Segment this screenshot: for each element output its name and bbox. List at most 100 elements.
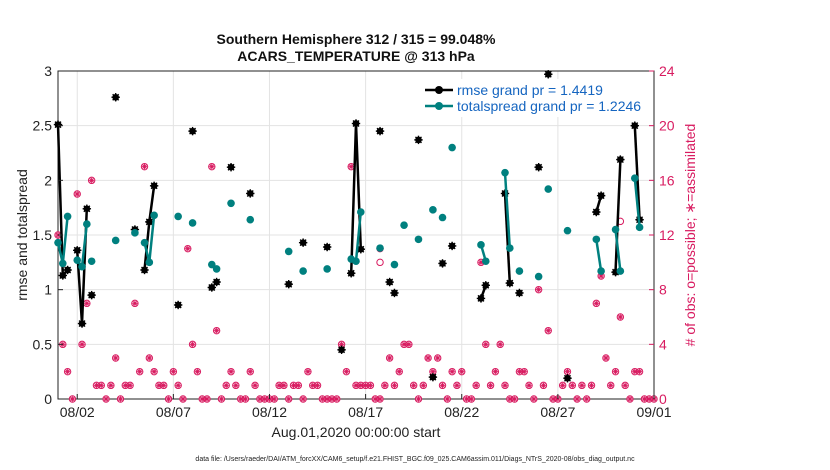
rmse-point bbox=[212, 277, 221, 287]
obs-assimilated-star-stroke bbox=[473, 383, 479, 388]
rmse-point-spike bbox=[213, 278, 221, 286]
rmse-point-spike bbox=[506, 279, 514, 287]
obs-possible-circle bbox=[73, 190, 81, 198]
obs-possible-circle bbox=[222, 381, 230, 390]
obs-assimilated-star-stroke bbox=[613, 369, 618, 374]
obs-assimilated-star-stroke bbox=[147, 355, 152, 361]
obs-assimilated-star-stroke bbox=[401, 342, 407, 347]
obs-assimilated-star-stroke bbox=[372, 396, 378, 402]
rmse-point-spike bbox=[448, 242, 456, 250]
spread-point bbox=[481, 257, 490, 266]
obs-count-marker bbox=[184, 244, 192, 253]
obs-possible-circle bbox=[472, 381, 480, 390]
obs-assimilated-star-stroke bbox=[262, 396, 267, 402]
obs-count-marker bbox=[544, 326, 552, 335]
obs-possible-circle bbox=[342, 367, 351, 376]
obs-count-marker bbox=[549, 395, 557, 403]
obs-count-marker bbox=[568, 381, 576, 390]
obs-assimilated-star-stroke bbox=[546, 328, 551, 333]
x-axis-label: Aug.01,2020 00:00:00 start bbox=[272, 424, 441, 440]
obs-assimilated-star-stroke bbox=[248, 369, 253, 374]
obs-possible-circle bbox=[150, 367, 158, 376]
obs-assimilated-star-stroke bbox=[483, 342, 489, 347]
rmse-point bbox=[385, 277, 394, 287]
y-tick-label: 0.5 bbox=[33, 336, 53, 352]
rmse-point-spike bbox=[631, 122, 639, 130]
obs-assimilated-star-stroke bbox=[252, 383, 258, 388]
obs-possible-circle bbox=[87, 176, 96, 185]
y-right-tick-label: 12 bbox=[659, 227, 675, 243]
obs-assimilated-star-stroke bbox=[185, 246, 191, 251]
obs-count-marker bbox=[409, 381, 418, 390]
obs-assimilated-star-stroke bbox=[286, 396, 291, 402]
obs-possible-circle bbox=[78, 340, 86, 349]
obs-possible-circle bbox=[414, 395, 423, 403]
obs-count-marker bbox=[87, 176, 96, 185]
obs-assimilated-star-stroke bbox=[449, 369, 455, 374]
series-line-spread bbox=[503, 172, 512, 249]
obs-assimilated-star-stroke bbox=[166, 396, 171, 402]
rmse-point-spike bbox=[439, 259, 447, 267]
obs-count-marker bbox=[160, 381, 168, 390]
obs-count-marker bbox=[116, 395, 125, 403]
spread-point bbox=[448, 143, 456, 152]
obs-assimilated-star-stroke bbox=[411, 383, 416, 388]
obs-count-marker bbox=[381, 381, 389, 390]
y-tick-label: 2 bbox=[44, 172, 52, 188]
obs-assimilated-star-stroke bbox=[324, 396, 330, 402]
obs-count-marker bbox=[299, 395, 307, 403]
rmse-point bbox=[447, 241, 457, 251]
rmse-point bbox=[505, 278, 515, 288]
obs-count-marker bbox=[510, 395, 519, 403]
obs-possible-circle bbox=[510, 395, 519, 403]
rmse-point-spike bbox=[347, 269, 355, 277]
obs-possible-circle bbox=[366, 381, 375, 390]
spread-point bbox=[438, 213, 447, 222]
rmse-point bbox=[351, 119, 361, 128]
spread-point bbox=[477, 241, 485, 249]
obs-possible-circle bbox=[434, 354, 442, 362]
obs-assimilated-star-stroke bbox=[199, 396, 205, 402]
rmse-point bbox=[140, 265, 149, 275]
obs-count-marker bbox=[294, 381, 303, 390]
obs-assimilated-star-stroke bbox=[272, 396, 277, 402]
rmse-point-spike bbox=[390, 289, 398, 297]
obs-assimilated-star-stroke bbox=[156, 383, 162, 388]
obs-assimilated-star-stroke bbox=[257, 396, 263, 402]
obs-possible-circle bbox=[160, 381, 168, 390]
obs-possible-circle bbox=[385, 354, 394, 362]
series-layer bbox=[53, 70, 644, 383]
obs-possible-circle bbox=[174, 381, 182, 390]
obs-possible-circle bbox=[381, 381, 389, 390]
rmse-point bbox=[298, 238, 308, 247]
spread-point bbox=[188, 219, 197, 227]
obs-count-marker bbox=[563, 367, 572, 376]
obs-count-marker bbox=[434, 354, 442, 362]
obs-assimilated-star-stroke bbox=[79, 342, 85, 347]
rmse-point-spike bbox=[246, 189, 254, 197]
x-tick-label: 08/27 bbox=[540, 404, 575, 420]
obs-count-marker bbox=[227, 367, 235, 376]
obs-assimilated-star-stroke bbox=[74, 191, 80, 197]
obs-possible-circle bbox=[544, 326, 552, 335]
obs-possible-circle bbox=[525, 381, 533, 390]
obs-assimilated-star-stroke bbox=[377, 396, 383, 402]
obs-count-marker bbox=[246, 367, 254, 376]
x-tick-label: 08/22 bbox=[444, 404, 479, 420]
spread-point bbox=[246, 215, 255, 224]
obs-count-marker bbox=[448, 367, 456, 376]
obs-assimilated-star-stroke bbox=[435, 355, 440, 361]
obs-possible-circle bbox=[424, 354, 432, 362]
rmse-point bbox=[592, 207, 601, 217]
obs-assimilated-star-stroke bbox=[397, 369, 402, 374]
obs-count-marker bbox=[424, 354, 432, 362]
obs-count-marker bbox=[501, 381, 509, 390]
y-right-tick-label: 0 bbox=[659, 391, 667, 407]
legend-box bbox=[420, 79, 652, 117]
rmse-point bbox=[226, 163, 236, 172]
obs-possible-circle bbox=[458, 367, 466, 376]
obs-assimilated-star-stroke bbox=[598, 273, 604, 279]
obs-count-marker bbox=[169, 367, 178, 376]
obs-possible-circle bbox=[443, 395, 452, 403]
